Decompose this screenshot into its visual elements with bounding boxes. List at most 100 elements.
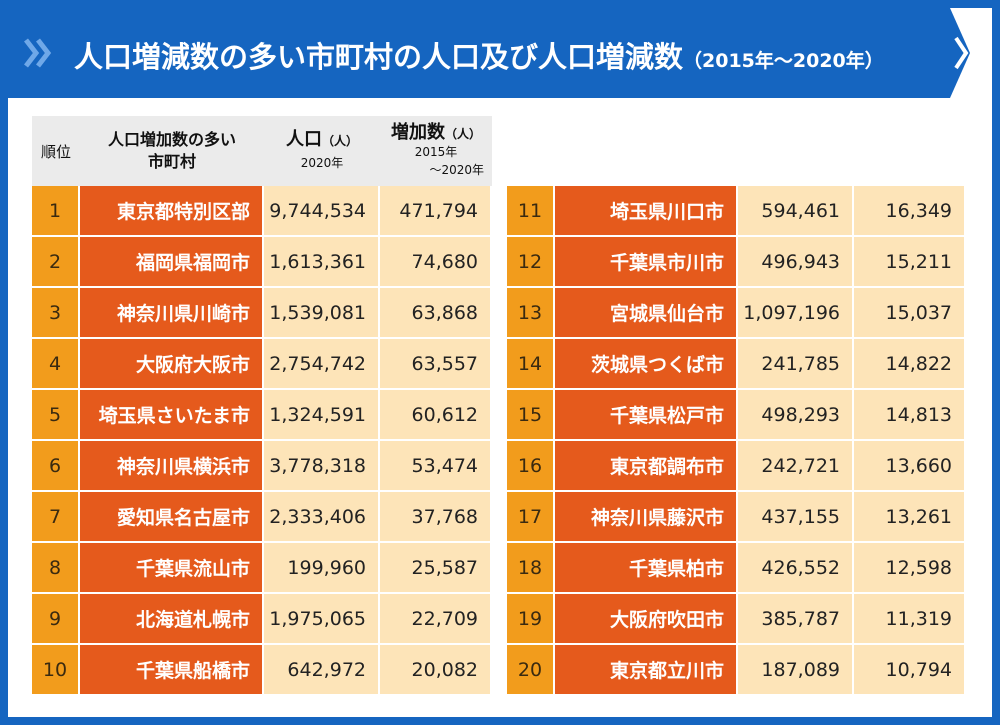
- title-main: 人口増減数の多い市町村の人口及び人口増減数: [74, 40, 684, 74]
- rank-cell: 9: [32, 594, 78, 643]
- city-cell: 千葉県柏市: [555, 543, 736, 592]
- population-cell: 1,975,065: [264, 594, 378, 643]
- population-cell: 1,097,196: [738, 288, 852, 337]
- increase-cell: 471,794: [380, 186, 490, 235]
- population-cell: 1,539,081: [264, 288, 378, 337]
- city-cell: 千葉県松戸市: [555, 390, 736, 439]
- header-city-line2: 市町村: [147, 152, 196, 171]
- city-cell: 大阪府吹田市: [555, 594, 736, 643]
- population-cell: 3,778,318: [264, 441, 378, 490]
- header-increase: 増加数（人） 2015年 〜2020年: [380, 116, 492, 186]
- city-cell: 埼玉県川口市: [555, 186, 736, 235]
- increase-cell: 15,211: [854, 237, 964, 286]
- city-cell: 宮城県仙台市: [555, 288, 736, 337]
- rank-cell: 6: [32, 441, 78, 490]
- increase-cell: 20,082: [380, 645, 490, 694]
- city-cell: 神奈川県藤沢市: [555, 492, 736, 541]
- city-cell: 千葉県流山市: [80, 543, 262, 592]
- city-cell: 千葉県船橋市: [80, 645, 262, 694]
- population-cell: 2,754,742: [264, 339, 378, 388]
- population-cell: 385,787: [738, 594, 852, 643]
- rank-cell: 4: [32, 339, 78, 388]
- header-inc-main: 増加数: [390, 121, 445, 143]
- city-cell: 東京都立川市: [555, 645, 736, 694]
- header-inc-unit: （人）: [444, 126, 481, 141]
- header-pop-year: 2020年: [300, 155, 344, 170]
- header-city-line1: 人口増加数の多い: [107, 130, 236, 149]
- chart-title: 人口増減数の多い市町村の人口及び人口増減数（2015年〜2020年）: [74, 34, 884, 76]
- city-cell: 埼玉県さいたま市: [80, 390, 262, 439]
- population-cell: 496,943: [738, 237, 852, 286]
- increase-cell: 14,813: [854, 390, 964, 439]
- population-cell: 2,333,406: [264, 492, 378, 541]
- population-cell: 498,293: [738, 390, 852, 439]
- city-cell: 東京都特別区部: [80, 186, 262, 235]
- rank-cell: 17: [507, 492, 553, 541]
- header-city: 人口増加数の多い 市町村: [80, 116, 264, 186]
- increase-cell: 53,474: [380, 441, 490, 490]
- increase-cell: 16,349: [854, 186, 964, 235]
- city-cell: 神奈川県川崎市: [80, 288, 262, 337]
- header-population: 人口（人） 2020年: [264, 116, 380, 186]
- increase-cell: 13,660: [854, 441, 964, 490]
- header-pop-main: 人口: [285, 128, 322, 150]
- chevron-right-icon: [954, 36, 969, 70]
- rank-cell: 5: [32, 390, 78, 439]
- header-inc-year2: 〜2020年: [429, 162, 484, 177]
- header-pop-unit: （人）: [321, 133, 358, 148]
- increase-cell: 22,709: [380, 594, 490, 643]
- population-cell: 1,613,361: [264, 237, 378, 286]
- rank-cell: 10: [32, 645, 78, 694]
- rank-cell: 2: [32, 237, 78, 286]
- population-cell: 594,461: [738, 186, 852, 235]
- population-cell: 241,785: [738, 339, 852, 388]
- city-cell: 大阪府大阪市: [80, 339, 262, 388]
- city-cell: 東京都調布市: [555, 441, 736, 490]
- increase-cell: 14,822: [854, 339, 964, 388]
- rank-cell: 13: [507, 288, 553, 337]
- rank-cell: 3: [32, 288, 78, 337]
- title-banner: 人口増減数の多い市町村の人口及び人口増減数（2015年〜2020年）: [8, 8, 970, 98]
- city-cell: 北海道札幌市: [80, 594, 262, 643]
- header-inc-year1: 2015年: [414, 144, 458, 159]
- city-cell: 神奈川県横浜市: [80, 441, 262, 490]
- rank-cell: 18: [507, 543, 553, 592]
- rank-cell: 1: [32, 186, 78, 235]
- population-cell: 9,744,534: [264, 186, 378, 235]
- population-cell: 242,721: [738, 441, 852, 490]
- header-rank: 順位: [32, 116, 80, 186]
- increase-cell: 11,319: [854, 594, 964, 643]
- increase-cell: 15,037: [854, 288, 964, 337]
- city-cell: 茨城県つくば市: [555, 339, 736, 388]
- increase-cell: 37,768: [380, 492, 490, 541]
- rank-cell: 19: [507, 594, 553, 643]
- population-cell: 642,972: [264, 645, 378, 694]
- population-cell: 199,960: [264, 543, 378, 592]
- increase-cell: 10,794: [854, 645, 964, 694]
- rank-cell: 14: [507, 339, 553, 388]
- rank-cell: 8: [32, 543, 78, 592]
- increase-cell: 74,680: [380, 237, 490, 286]
- city-cell: 愛知県名古屋市: [80, 492, 262, 541]
- increase-cell: 13,261: [854, 492, 964, 541]
- population-cell: 187,089: [738, 645, 852, 694]
- chevron-left-2-icon: [36, 38, 52, 68]
- increase-cell: 12,598: [854, 543, 964, 592]
- rank-cell: 16: [507, 441, 553, 490]
- banner-shape: [8, 8, 970, 98]
- rank-cell: 15: [507, 390, 553, 439]
- city-cell: 福岡県福岡市: [80, 237, 262, 286]
- rank-cell: 12: [507, 237, 553, 286]
- population-cell: 1,324,591: [264, 390, 378, 439]
- increase-cell: 60,612: [380, 390, 490, 439]
- rank-cell: 11: [507, 186, 553, 235]
- population-cell: 437,155: [738, 492, 852, 541]
- title-sub: （2015年〜2020年）: [683, 50, 884, 72]
- rank-cell: 7: [32, 492, 78, 541]
- rank-cell: 20: [507, 645, 553, 694]
- population-cell: 426,552: [738, 543, 852, 592]
- increase-cell: 63,868: [380, 288, 490, 337]
- increase-cell: 63,557: [380, 339, 490, 388]
- increase-cell: 25,587: [380, 543, 490, 592]
- chevron-left-1-icon: [24, 38, 40, 68]
